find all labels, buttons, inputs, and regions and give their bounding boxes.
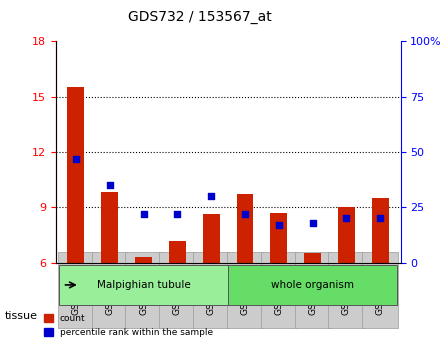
- Text: whole organism: whole organism: [271, 280, 354, 290]
- Bar: [372, 198, 388, 263]
- Point: [309, 220, 316, 226]
- Bar: [68, 87, 85, 263]
- Bar: [304, 253, 321, 263]
- Bar: [338, 207, 355, 263]
- Bar: [270, 213, 287, 263]
- Bar: [203, 214, 220, 263]
- Point: [376, 216, 384, 221]
- Text: Malpighian tubule: Malpighian tubule: [97, 280, 190, 290]
- Point: [343, 216, 350, 221]
- Legend: count, percentile rank within the sample: count, percentile rank within the sample: [40, 310, 217, 341]
- Point: [106, 183, 113, 188]
- Point: [275, 223, 282, 228]
- Point: [140, 211, 147, 217]
- Point: [208, 194, 215, 199]
- FancyBboxPatch shape: [59, 265, 228, 305]
- Point: [174, 211, 181, 217]
- Point: [241, 211, 248, 217]
- Bar: [101, 192, 118, 263]
- Bar: [169, 241, 186, 263]
- Text: GDS732 / 153567_at: GDS732 / 153567_at: [128, 10, 272, 24]
- Bar: [135, 257, 152, 263]
- Bar: [236, 194, 253, 263]
- Point: [73, 156, 80, 161]
- Text: tissue: tissue: [4, 311, 37, 321]
- FancyBboxPatch shape: [228, 265, 397, 305]
